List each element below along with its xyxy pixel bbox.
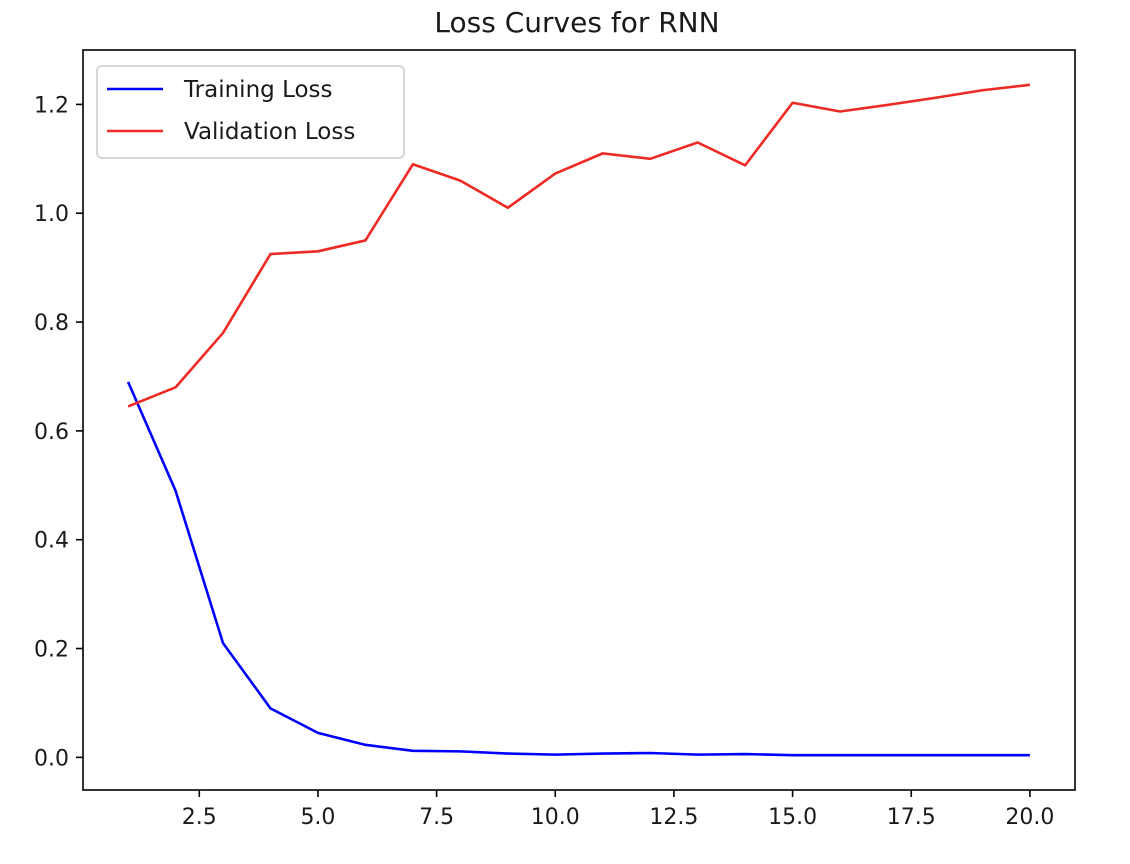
series-layer [126,83,1031,757]
x-tick-label: 15.0 [768,805,817,830]
legend-box [96,65,405,159]
plot-frame [82,49,1076,791]
legend: Training Loss Validation Loss [96,65,405,159]
y-tick-label: 0.4 [34,529,69,554]
series-line-training-loss [126,381,1030,757]
legend-label-validation-loss: Validation Loss [184,119,355,145]
chart-title: Loss Curves for RNN [434,6,719,39]
x-tick-label: 5.0 [300,805,335,830]
legend-label-training-loss: Training Loss [183,77,333,103]
x-tick-label: 17.5 [887,805,936,830]
x-tick-label: 7.5 [419,805,454,830]
y-tick-label: 1.0 [34,202,69,227]
series-line-validation-loss [127,83,1031,408]
x-tick-label: 12.5 [649,805,698,830]
x-tick-label: 10.0 [531,805,580,830]
axes: 2.5 5.0 7.5 10.0 12.5 15.0 17.5 20.0 0.0 0.2 0.4 0.… [34,49,1076,830]
y-tick-label: 0.6 [34,420,69,445]
x-tick-label: 2.5 [182,805,217,830]
x-tick-label: 20.0 [1005,805,1054,830]
y-tick-label: 0.0 [34,746,69,771]
y-tick-label: 1.2 [34,93,69,118]
y-tick-label: 0.2 [34,638,69,663]
y-tick-label: 0.8 [34,311,69,336]
